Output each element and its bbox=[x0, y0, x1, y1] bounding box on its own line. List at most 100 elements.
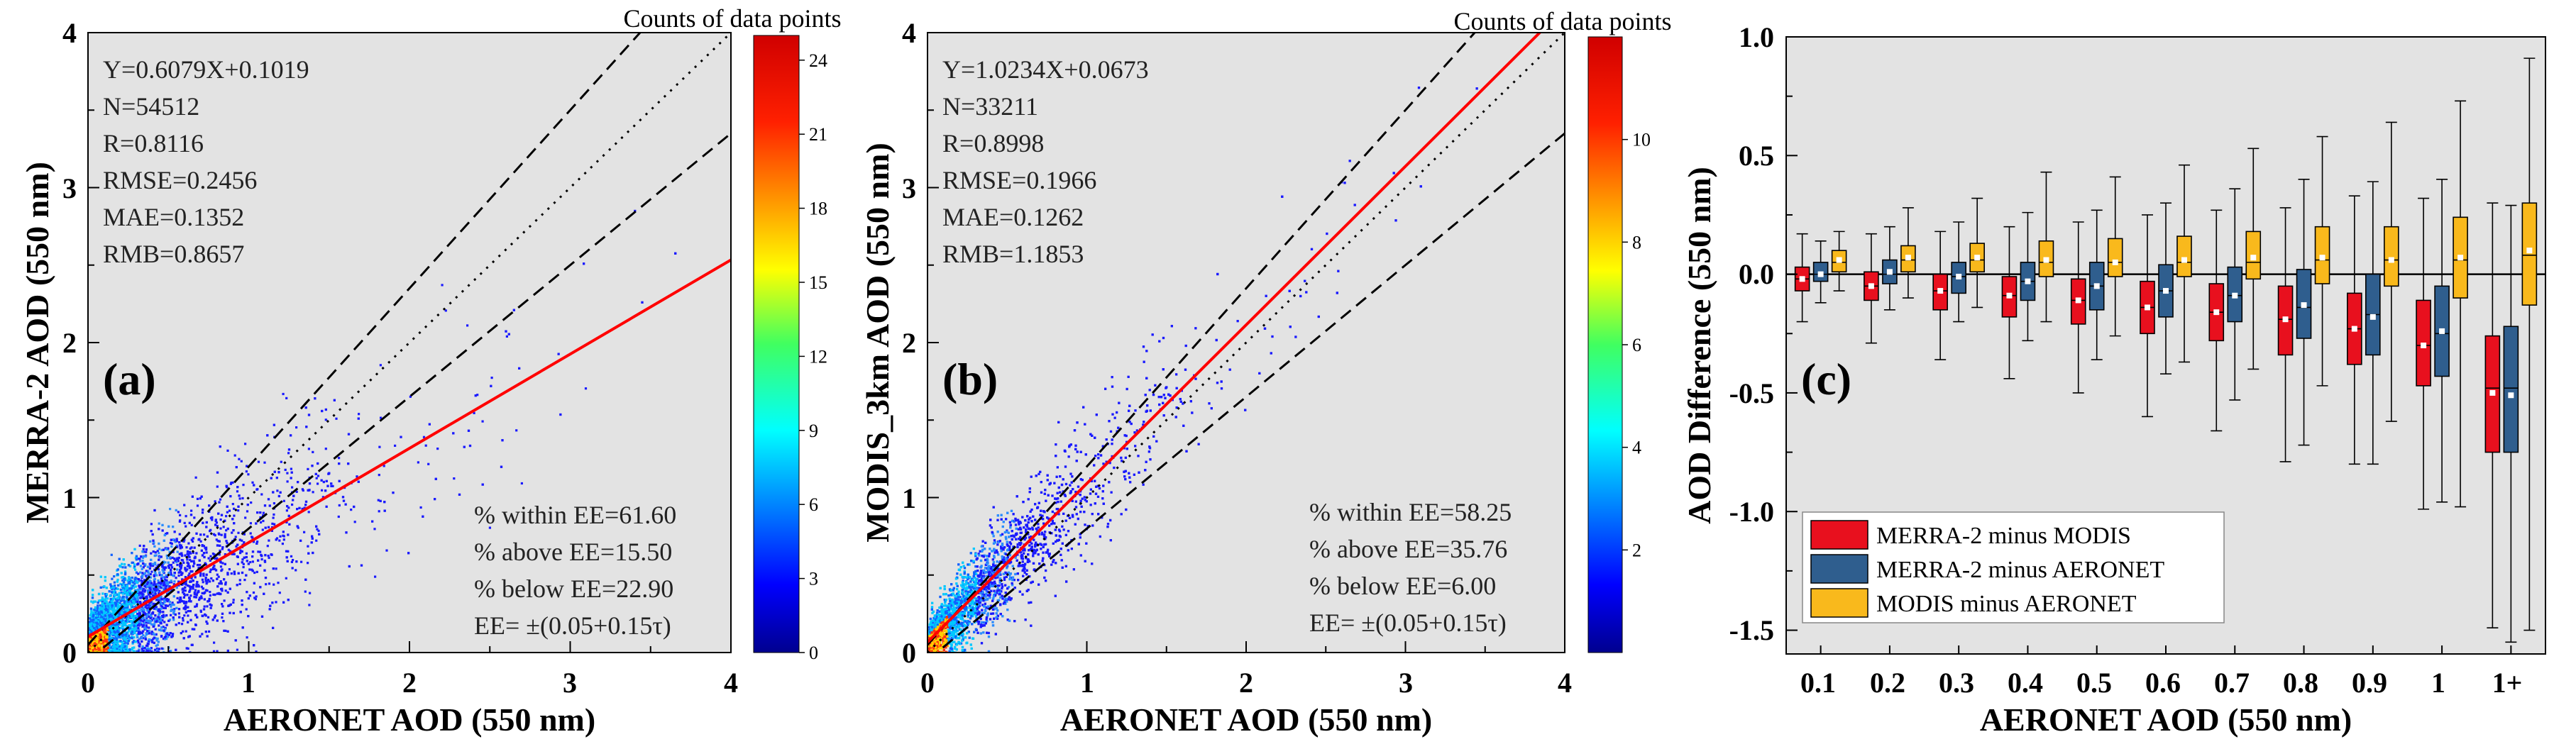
scatter-point bbox=[122, 582, 125, 585]
scatter-point bbox=[204, 579, 207, 582]
scatter-point bbox=[153, 583, 155, 586]
scatter-point bbox=[174, 540, 177, 543]
scatter-point bbox=[257, 550, 260, 553]
scatter-point bbox=[217, 575, 220, 578]
scatter-point bbox=[304, 504, 307, 506]
scatter-point bbox=[276, 489, 279, 492]
scatter-point bbox=[144, 635, 147, 638]
scatter-point bbox=[136, 620, 139, 623]
scatter-point bbox=[197, 590, 200, 594]
scatter-point bbox=[155, 644, 158, 648]
scatter-point bbox=[132, 601, 135, 604]
scatter-point bbox=[185, 647, 188, 650]
scatter-point bbox=[177, 511, 180, 514]
scatter-point bbox=[216, 650, 219, 653]
scatter-point bbox=[277, 471, 280, 474]
scatter-point bbox=[160, 629, 163, 632]
scatter-point bbox=[127, 600, 130, 603]
scatter-point bbox=[101, 640, 104, 643]
scatter-point bbox=[209, 559, 211, 562]
scatter-point bbox=[116, 632, 119, 635]
scatter-point bbox=[97, 604, 99, 607]
scatter-point bbox=[99, 621, 101, 623]
scatter-point bbox=[317, 482, 319, 485]
scatter-point bbox=[322, 480, 325, 484]
scatter-point bbox=[138, 588, 141, 591]
scatter-point bbox=[242, 562, 245, 565]
scatter-point bbox=[116, 645, 119, 648]
scatter-point bbox=[176, 550, 179, 553]
scatter-point bbox=[104, 642, 107, 645]
scatter-point bbox=[88, 631, 91, 633]
scatter-point bbox=[184, 568, 187, 571]
scatter-point bbox=[143, 600, 147, 603]
scatter-point bbox=[481, 420, 484, 423]
scatter-point bbox=[244, 516, 247, 519]
scatter-point bbox=[137, 572, 140, 575]
scatter-point bbox=[181, 554, 184, 557]
scatter-point bbox=[198, 538, 201, 540]
scatter-point bbox=[277, 494, 280, 498]
scatter-point bbox=[111, 629, 114, 632]
scatter-point bbox=[109, 603, 111, 606]
scatter-point bbox=[165, 599, 168, 601]
scatter-point bbox=[262, 511, 265, 514]
scatter-point bbox=[107, 611, 110, 614]
scatter-point bbox=[169, 556, 172, 559]
scatter-point bbox=[98, 607, 101, 610]
scatter-point bbox=[141, 582, 143, 585]
scatter-point bbox=[99, 636, 102, 638]
scatter-point bbox=[165, 579, 168, 582]
scatter-point bbox=[166, 532, 169, 535]
scatter-point bbox=[468, 444, 472, 448]
scatter-point bbox=[214, 534, 216, 537]
scatter-point bbox=[238, 538, 241, 541]
scatter-point bbox=[189, 580, 192, 583]
scatter-point bbox=[106, 645, 109, 648]
scatter-point bbox=[500, 465, 503, 468]
scatter-point bbox=[174, 613, 177, 616]
scatter-point bbox=[186, 558, 189, 561]
scatter-point bbox=[105, 601, 108, 604]
scatter-point bbox=[268, 556, 270, 560]
scatter-point bbox=[129, 594, 132, 597]
scatter-point bbox=[246, 636, 248, 639]
scatter-point bbox=[116, 644, 120, 647]
scatter-point bbox=[127, 634, 130, 637]
scatter-point bbox=[419, 506, 422, 509]
scatter-point bbox=[194, 596, 198, 599]
scatter-point bbox=[191, 570, 194, 573]
scatter-point bbox=[145, 570, 148, 572]
scatter-point bbox=[192, 537, 194, 540]
scatter-point bbox=[170, 614, 172, 616]
scatter-point bbox=[182, 561, 185, 564]
scatter-point bbox=[247, 597, 250, 600]
scatter-point bbox=[204, 614, 207, 617]
scatter-point bbox=[126, 620, 129, 623]
scatter-point bbox=[185, 611, 187, 614]
scatter-point bbox=[209, 603, 211, 606]
scatter-point bbox=[473, 411, 475, 414]
scatter-point bbox=[108, 614, 111, 617]
scatter-point bbox=[163, 597, 166, 600]
scatter-point bbox=[114, 621, 116, 624]
scatter-point bbox=[186, 550, 189, 553]
scatter-point bbox=[206, 589, 209, 592]
scatter-point bbox=[191, 495, 194, 498]
scatter-point bbox=[377, 499, 380, 501]
scatter-point bbox=[101, 625, 104, 628]
scatter-point bbox=[251, 568, 253, 571]
scatter-point bbox=[134, 623, 137, 626]
scatter-point bbox=[427, 462, 430, 465]
scatter-point bbox=[147, 593, 150, 596]
scatter-point bbox=[287, 452, 290, 455]
scatter-point bbox=[191, 643, 194, 646]
scatter-point bbox=[197, 567, 200, 570]
scatter-point bbox=[203, 598, 206, 601]
scatter-point bbox=[168, 585, 171, 588]
scatter-point bbox=[158, 581, 160, 584]
scatter-point bbox=[125, 646, 128, 649]
scatter-point bbox=[139, 621, 142, 624]
scatter-point bbox=[116, 635, 119, 638]
scatter-point bbox=[128, 638, 131, 640]
